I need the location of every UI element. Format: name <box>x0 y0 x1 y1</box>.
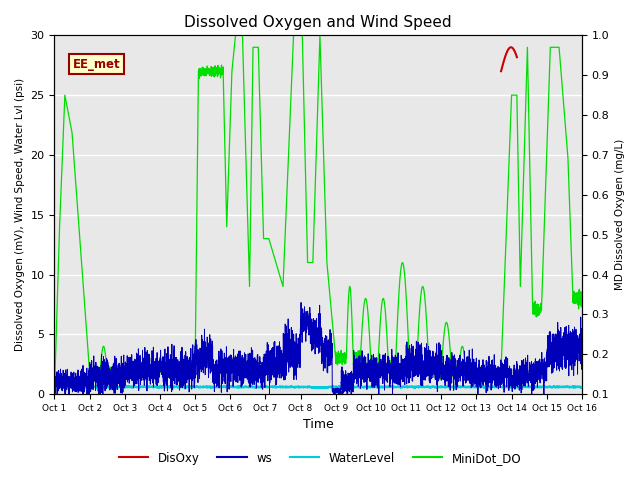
Y-axis label: Dissolved Oxygen (mV), Wind Speed, Water Lvl (psi): Dissolved Oxygen (mV), Wind Speed, Water… <box>15 78 25 351</box>
Legend: DisOxy, ws, WaterLevel, MiniDot_DO: DisOxy, ws, WaterLevel, MiniDot_DO <box>114 447 526 469</box>
Text: EE_met: EE_met <box>73 58 120 71</box>
Y-axis label: MD Dissolved Oxygen (mg/L): MD Dissolved Oxygen (mg/L) <box>615 139 625 290</box>
X-axis label: Time: Time <box>303 419 333 432</box>
Title: Dissolved Oxygen and Wind Speed: Dissolved Oxygen and Wind Speed <box>184 15 452 30</box>
